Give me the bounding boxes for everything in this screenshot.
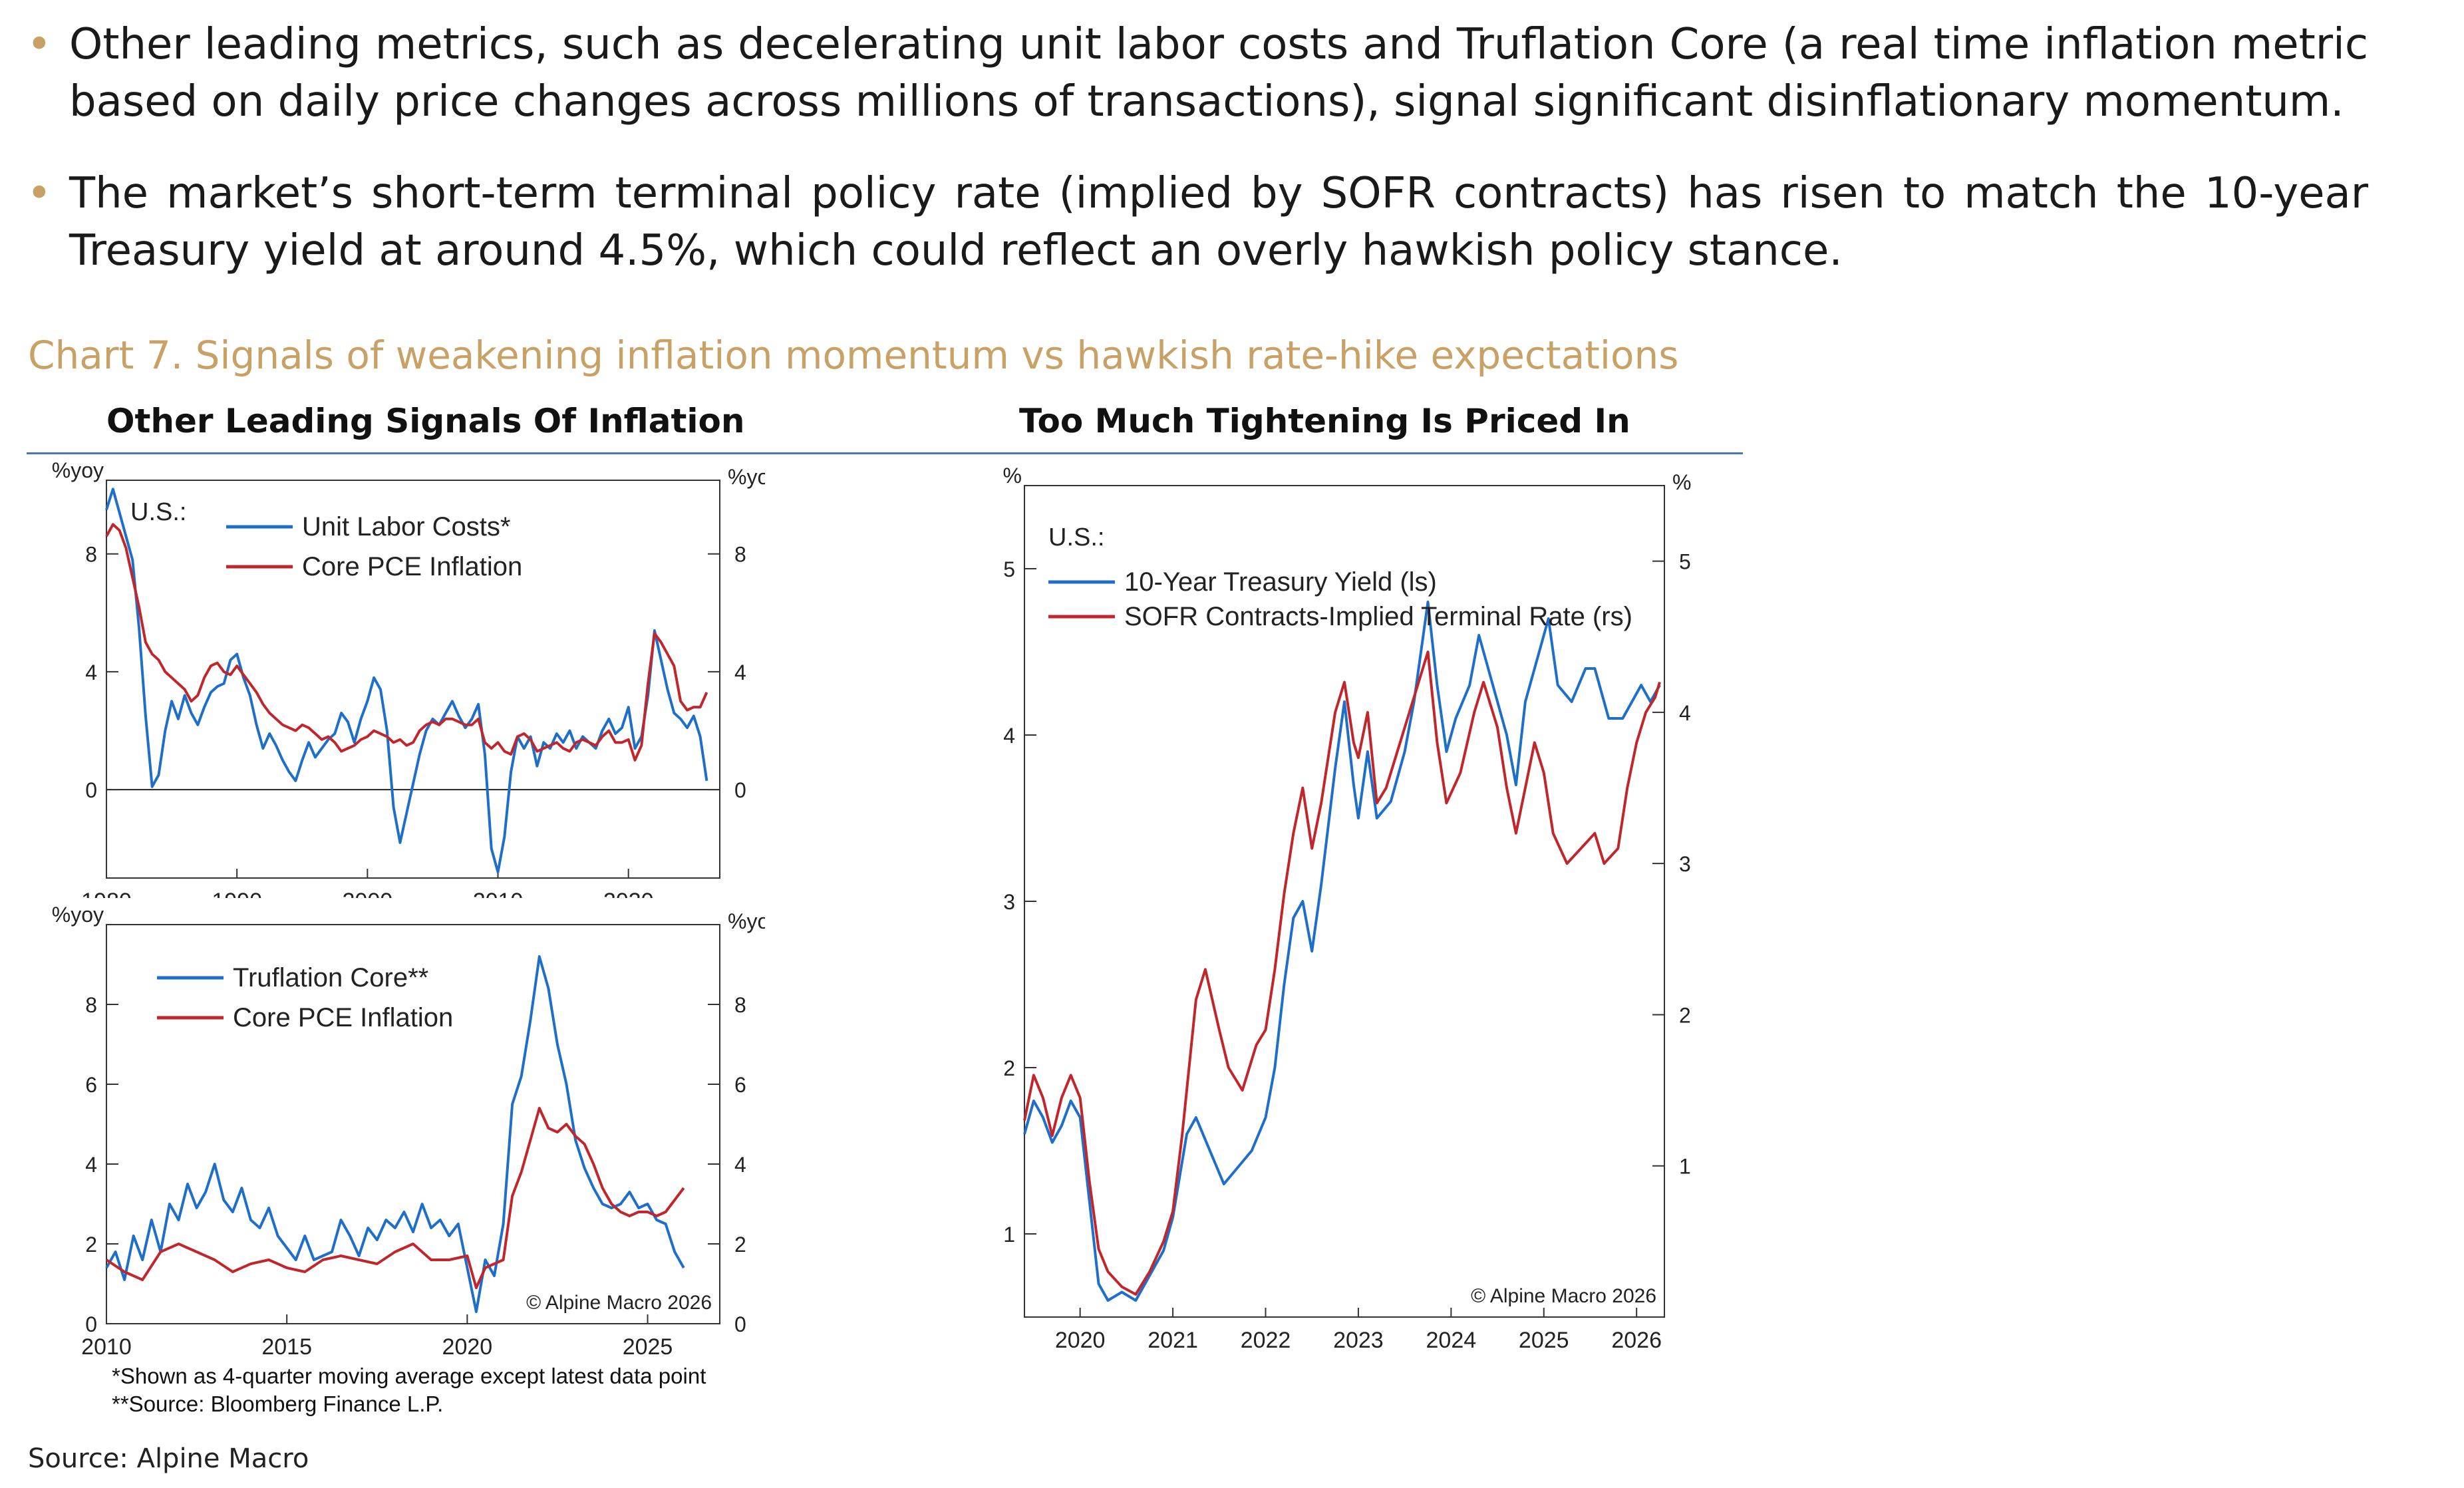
y-axis-label-left: % (1003, 464, 1022, 488)
y-tick-label-right: 5 (1679, 550, 1691, 574)
y-tick-label-left: 6 (85, 1073, 97, 1097)
y-tick-label-left: 5 (1003, 557, 1015, 581)
y-tick-label-right: 6 (734, 1073, 746, 1097)
x-tick-label: 2026 (1611, 1328, 1662, 1353)
y-tick-label-right: 4 (734, 661, 746, 684)
plot-frame (106, 924, 720, 1324)
y-tick-label-right: 3 (1679, 852, 1691, 876)
bullet-text: The market’s short-term terminal policy … (69, 169, 2368, 275)
y-tick-label-right: 4 (734, 1153, 746, 1177)
y-axis-label-right: %yoy (728, 465, 765, 489)
bullet-list: • Other leading metrics, such as deceler… (27, 16, 2368, 314)
truflation-chart: 0 2 4 6 8 0 2 4 6 8 2010 2015 2020 2025 %yoy %yoy Trufla… (52, 903, 765, 1360)
legend-label-1: Core PCE Inflation (302, 552, 522, 581)
y-tick-label-left: 2 (1003, 1056, 1015, 1080)
y-axis-label-left: %yoy (52, 903, 104, 927)
y-tick-label-left: 4 (1003, 724, 1015, 748)
bullet-dot-icon: • (27, 20, 52, 69)
series-line-0 (105, 955, 685, 1313)
footnote-2: **Source: Bloomberg Finance L.P. (112, 1392, 444, 1416)
series-line-1 (105, 1107, 685, 1289)
y-tick-label-left: 8 (85, 543, 97, 567)
legend-label-0: Unit Labor Costs* (302, 512, 510, 541)
y-tick-label-left: 4 (85, 1153, 97, 1177)
y-axis-label-left: %yoy (52, 459, 104, 482)
y-tick-label-right: 0 (734, 1312, 746, 1336)
credit-label: © Alpine Macro 2026 (526, 1292, 712, 1314)
y-tick-label-left: 8 (85, 993, 97, 1017)
x-tick-label: 2022 (1241, 1328, 1291, 1353)
series-line-0 (105, 488, 708, 874)
bullet-item: • The market’s short-term terminal polic… (27, 165, 2368, 279)
bullet-text: Other leading metrics, such as decelerat… (69, 20, 2368, 126)
unit-labor-costs-chart: 0 4 8 0 4 8 1980 1990 2000 2010 2020 %yoy %yoy U.S.: U… (52, 459, 765, 898)
x-tick-label: 2020 (442, 1334, 493, 1360)
plot-frame (106, 480, 720, 879)
left-panel-title: Other Leading Signals Of Inflation (106, 402, 745, 440)
legend-label-1: SOFR Contracts-Implied Terminal Rate (rs… (1124, 602, 1632, 631)
chart-heading: Chart 7. Signals of weakening inflation … (28, 333, 1679, 378)
x-tick-label: 1990 (212, 889, 262, 898)
y-tick-label-right: 8 (734, 543, 746, 567)
x-tick-label: 2010 (473, 889, 524, 898)
x-tick-label: 2020 (1055, 1328, 1106, 1353)
legend-label-1: Core PCE Inflation (233, 1003, 453, 1032)
y-tick-label-right: 0 (734, 778, 746, 802)
x-tick-label: 2015 (261, 1334, 312, 1360)
legend-label-0: 10-Year Treasury Yield (ls) (1124, 567, 1437, 597)
series-line-1 (1023, 651, 1661, 1296)
x-tick-label: 2000 (343, 889, 393, 898)
region-label: U.S.: (1048, 523, 1104, 551)
y-tick-label-right: 2 (1679, 1003, 1691, 1027)
y-tick-label-right: 8 (734, 993, 746, 1017)
bullet-dot-icon: • (27, 169, 52, 218)
legend-label-0: Truflation Core** (233, 963, 428, 992)
y-tick-label-right: 2 (734, 1233, 746, 1257)
right-panel-title: Too Much Tightening Is Priced In (1019, 402, 1630, 440)
x-tick-label: 2025 (623, 1334, 673, 1360)
x-tick-label: 2010 (81, 1334, 132, 1360)
y-tick-label-left: 1 (1003, 1223, 1015, 1247)
y-tick-label-left: 3 (1003, 890, 1015, 914)
y-tick-label-left: 0 (85, 1312, 97, 1336)
x-tick-label: 2020 (603, 889, 654, 898)
bullet-item: • Other leading metrics, such as deceler… (27, 16, 2368, 130)
x-tick-label: 2025 (1519, 1328, 1569, 1353)
y-tick-label-left: 4 (85, 661, 97, 684)
source-note: Source: Alpine Macro (28, 1443, 309, 1474)
header-rule (27, 452, 1743, 454)
credit-label: © Alpine Macro 2026 (1471, 1285, 1656, 1307)
footnote-1: *Shown as 4-quarter moving average excep… (112, 1364, 706, 1388)
y-tick-label-left: 0 (85, 778, 97, 802)
x-tick-label: 1980 (81, 889, 132, 898)
y-tick-label-left: 2 (85, 1233, 97, 1257)
y-axis-label-right: %yoy (728, 909, 765, 933)
y-tick-label-right: 1 (1679, 1155, 1691, 1179)
x-tick-label: 2021 (1148, 1328, 1198, 1353)
rates-chart: 1 2 3 4 5 1 2 3 4 5 2020 2021 2022 2023 2024 2025 2026%%… (1003, 464, 1692, 1353)
y-tick-label-right: 4 (1679, 701, 1691, 725)
y-axis-label-right: % (1672, 470, 1691, 494)
x-tick-label: 2023 (1333, 1328, 1384, 1353)
series-line-1 (105, 523, 708, 762)
series-line-0 (1023, 601, 1661, 1302)
region-label: U.S.: (130, 498, 186, 526)
x-tick-label: 2024 (1426, 1328, 1477, 1353)
